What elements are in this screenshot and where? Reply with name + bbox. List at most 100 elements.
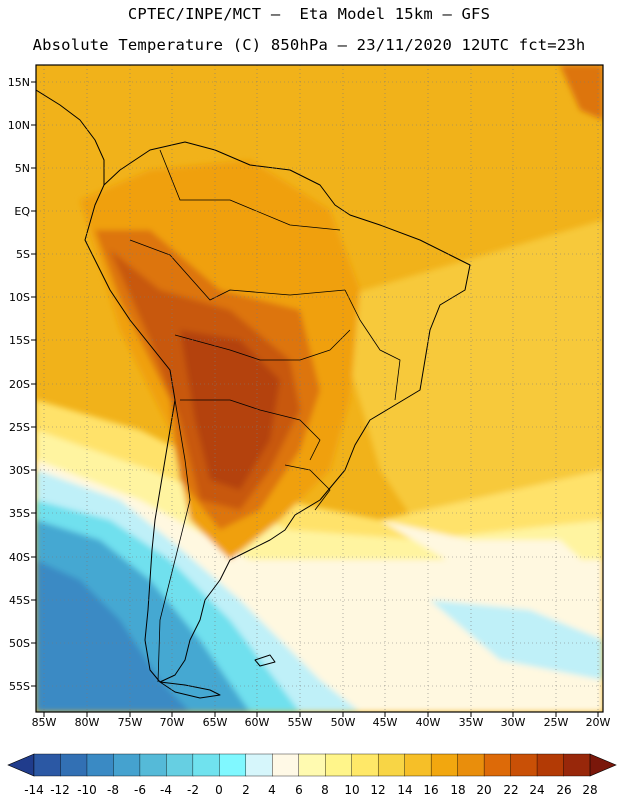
colorbar-label: -12 — [50, 783, 70, 797]
colorbar-swatch — [351, 753, 379, 777]
border-chile-argentina — [157, 399, 191, 683]
lon-label: 30W — [501, 716, 526, 729]
colorbar-label: -8 — [107, 783, 119, 797]
colorbar-swatch — [325, 753, 353, 777]
colorbar-swatch — [33, 753, 61, 777]
lat-label: 40S — [9, 551, 30, 564]
lon-label: 70W — [160, 716, 185, 729]
colorbar-swatch — [483, 753, 512, 777]
lat-label: 50S — [9, 637, 30, 650]
lat-label: 5N — [15, 162, 30, 175]
colorbar-swatch — [430, 753, 459, 777]
colorbar-label: 10 — [344, 783, 359, 797]
lon-label: 20W — [586, 716, 611, 729]
colorbar-swatch — [404, 753, 432, 777]
colorbar-swatch — [245, 753, 273, 777]
colorbar-swatch — [563, 753, 591, 777]
lon-label: 75W — [118, 716, 143, 729]
lat-label: 5S — [16, 248, 30, 261]
title-line-2: Absolute Temperature (C) 850hPa – 23/11/… — [32, 36, 586, 54]
central-america-coast — [36, 89, 105, 185]
colorbar-label: 8 — [321, 783, 329, 797]
colorbar-swatch — [60, 753, 88, 777]
field-atlantic-mid — [330, 220, 603, 560]
falklands — [254, 654, 276, 667]
colorbar-swatch — [113, 753, 141, 777]
lat-label: 10N — [8, 119, 30, 132]
colorbar-label: 4 — [268, 783, 276, 797]
colorbar-label: 12 — [370, 783, 385, 797]
lon-label: 35W — [459, 716, 484, 729]
colorbar-swatch — [86, 753, 114, 777]
lat-label: 55S — [9, 680, 30, 693]
colorbar-label: 24 — [529, 783, 544, 797]
border-south — [180, 399, 321, 461]
lon-label: 80W — [75, 716, 100, 729]
colorbar-swatch — [139, 753, 167, 777]
latitude-labels: 15N 10N 5N EQ 5S 10S 15S 20S 25S 30S 35S… — [8, 76, 31, 693]
lon-label: 85W — [32, 716, 57, 729]
colorbar-label: -10 — [77, 783, 97, 797]
title-line-1: CPTEC/INPE/MCT – Eta Model 15km – GFS — [127, 5, 491, 23]
lon-label: 40W — [416, 716, 441, 729]
lat-label: 10S — [9, 291, 30, 304]
colorbar-label: 0 — [215, 783, 223, 797]
colorbar-swatch — [219, 753, 247, 777]
border-west — [129, 239, 346, 301]
colorbar-arrow-right — [589, 753, 617, 777]
colorbar-label: 20 — [476, 783, 491, 797]
lon-label: 55W — [288, 716, 313, 729]
border-brazil-east — [344, 289, 401, 401]
temperature-field — [36, 65, 603, 712]
coastlines — [36, 89, 471, 699]
lat-label: 15N — [8, 76, 30, 89]
map-frame — [35, 64, 604, 713]
south-america-coast — [84, 141, 471, 683]
colorbar-swatch — [457, 753, 485, 777]
colorbar-arrow-left — [7, 753, 35, 777]
field-ne-warm — [560, 65, 603, 120]
field-coldest-core — [36, 560, 190, 712]
lon-label: 65W — [203, 716, 228, 729]
colorbar-label: 18 — [450, 783, 465, 797]
border-central — [174, 329, 351, 361]
colorbar-label: -6 — [134, 783, 146, 797]
colorbar-label: 2 — [242, 783, 250, 797]
lat-label: EQ — [14, 205, 30, 218]
lon-label: 50W — [331, 716, 356, 729]
colorbar-swatch — [166, 753, 194, 777]
colorbar-swatch — [510, 753, 538, 777]
border-north — [159, 149, 341, 231]
longitude-labels: 85W 80W 75W 70W 65W 60W 55W 50W 45W 40W … — [32, 716, 611, 729]
border-uruguay — [284, 464, 331, 511]
gridlines — [36, 65, 603, 712]
lat-label: 45S — [9, 594, 30, 607]
lon-label: 25W — [544, 716, 569, 729]
colorbar-label: 28 — [582, 783, 597, 797]
colorbar-label: -4 — [160, 783, 172, 797]
lat-label: 35S — [9, 507, 30, 520]
colorbar-label: 26 — [556, 783, 571, 797]
colorbar-label: 22 — [503, 783, 518, 797]
colorbar-label: -14 — [24, 783, 44, 797]
lat-label: 15S — [9, 334, 30, 347]
colorbar-labels: -14 -12 -10 -8 -6 -4 -2 0 2 4 6 8 10 12 … — [24, 783, 597, 797]
lon-label: 60W — [245, 716, 270, 729]
field-cold-patch — [430, 600, 603, 680]
field-land-hottest — [180, 330, 280, 490]
colorbar-label: 16 — [423, 783, 438, 797]
colorbar-label: 6 — [295, 783, 303, 797]
lon-label: 45W — [373, 716, 398, 729]
colorbar-swatch — [272, 753, 300, 777]
colorbar-swatch — [377, 753, 406, 777]
colorbar-label: -2 — [187, 783, 199, 797]
axis-ticks — [31, 81, 599, 717]
colorbar-label: 14 — [397, 783, 412, 797]
lat-label: 20S — [9, 378, 30, 391]
lat-label: 25S — [9, 421, 30, 434]
colorbar-swatch — [298, 753, 326, 777]
colorbar-swatch — [536, 753, 565, 777]
field-cool-tongue — [380, 520, 603, 620]
tierra-del-fuego — [159, 681, 221, 699]
